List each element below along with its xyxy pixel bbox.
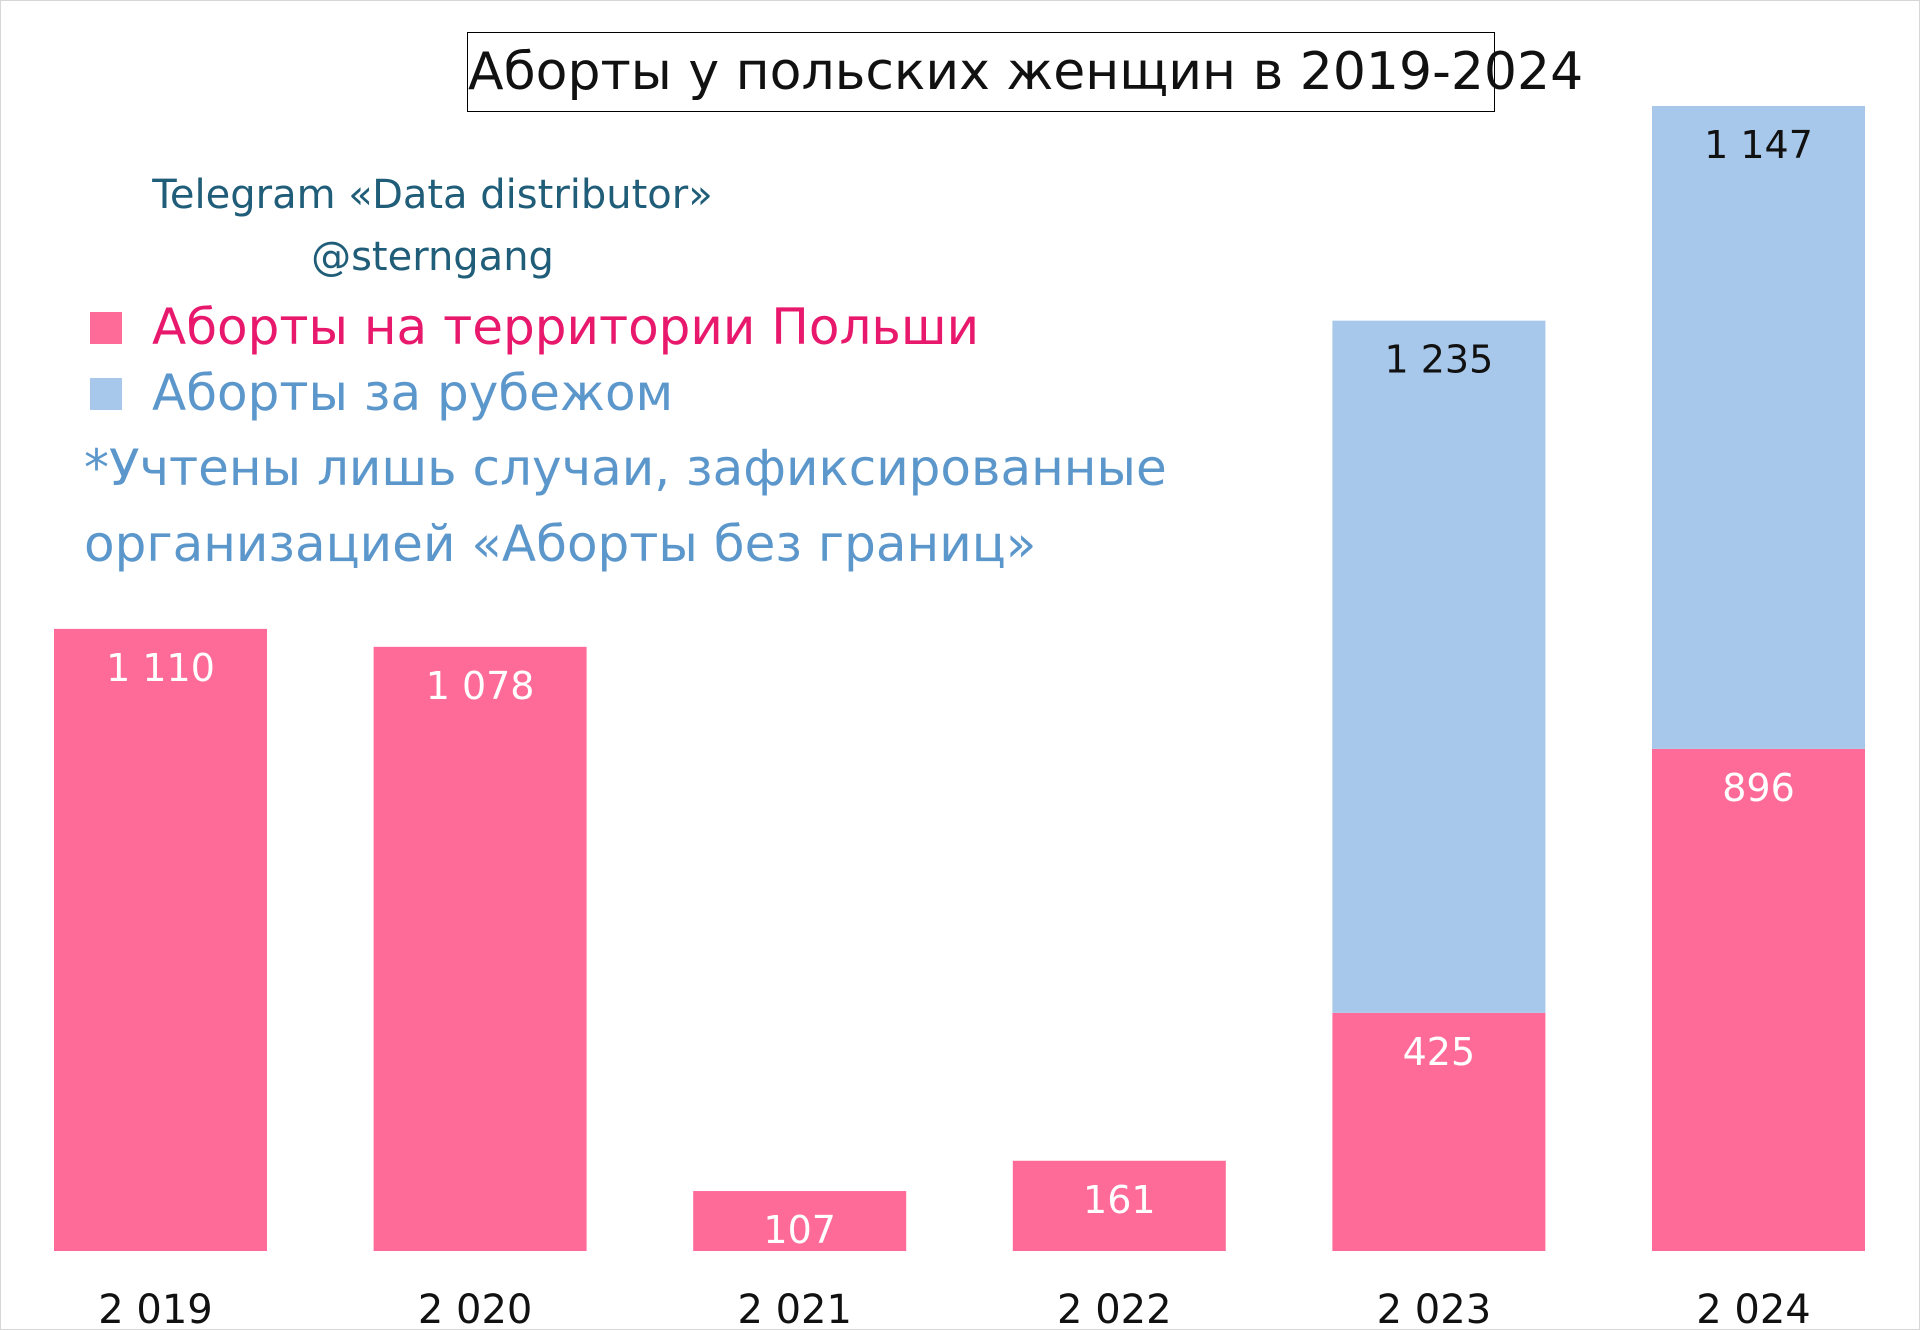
data-label-abroad-2024: 1 147: [1704, 123, 1813, 167]
footnote-line-2: организацией «Аборты без границ»: [84, 515, 1037, 573]
data-label-domestic-2021: 107: [763, 1208, 836, 1252]
bar-domestic-2019: [54, 628, 267, 1251]
x-tick-label-2021: 2 021: [737, 1287, 852, 1330]
legend-label-domestic: Аборты на территории Польши: [152, 298, 980, 356]
x-tick-label-2023: 2 023: [1377, 1287, 1492, 1330]
x-tick-label-2022: 2 022: [1057, 1287, 1172, 1330]
legend-label-abroad: Аборты за рубежом: [152, 364, 674, 422]
bar-abroad-2024: [1652, 106, 1865, 749]
credit-block: Telegram «Data distributor» @sterngang: [0, 164, 865, 288]
credit-handle: @sterngang: [311, 234, 554, 280]
credit-telegram: Telegram «Data distributor»: [152, 172, 713, 218]
data-label-domestic-2024: 896: [1722, 766, 1795, 810]
legend-swatch-abroad: [90, 378, 122, 410]
legend-swatch-domestic: [90, 312, 122, 344]
bar-domestic-2021: [693, 1191, 907, 1251]
footnote: *Учтены лишь случаи, зафиксированные орг…: [84, 430, 1167, 582]
bar-domestic-2020: [373, 646, 587, 1251]
chart-title: Аборты у польских женщин в 2019-2024: [467, 32, 1583, 112]
footnote-line-1: *Учтены лишь случаи, зафиксированные: [84, 439, 1167, 497]
data-label-domestic-2019: 1 110: [106, 646, 215, 690]
bar-domestic-2023: [1332, 1012, 1546, 1251]
data-label-domestic-2020: 1 078: [426, 664, 535, 708]
data-label-domestic-2022: 161: [1083, 1178, 1156, 1222]
data-label-abroad-2023: 1 235: [1385, 338, 1494, 382]
x-tick-label-2019: 2 019: [98, 1287, 213, 1330]
data-label-domestic-2023: 425: [1403, 1030, 1476, 1074]
bar-abroad-2023: [1332, 320, 1546, 1013]
x-tick-label-2020: 2 020: [418, 1287, 533, 1330]
x-tick-label-2024: 2 024: [1696, 1287, 1811, 1330]
bar-domestic-2022: [1012, 1160, 1226, 1251]
bar-domestic-2024: [1652, 748, 1865, 1251]
